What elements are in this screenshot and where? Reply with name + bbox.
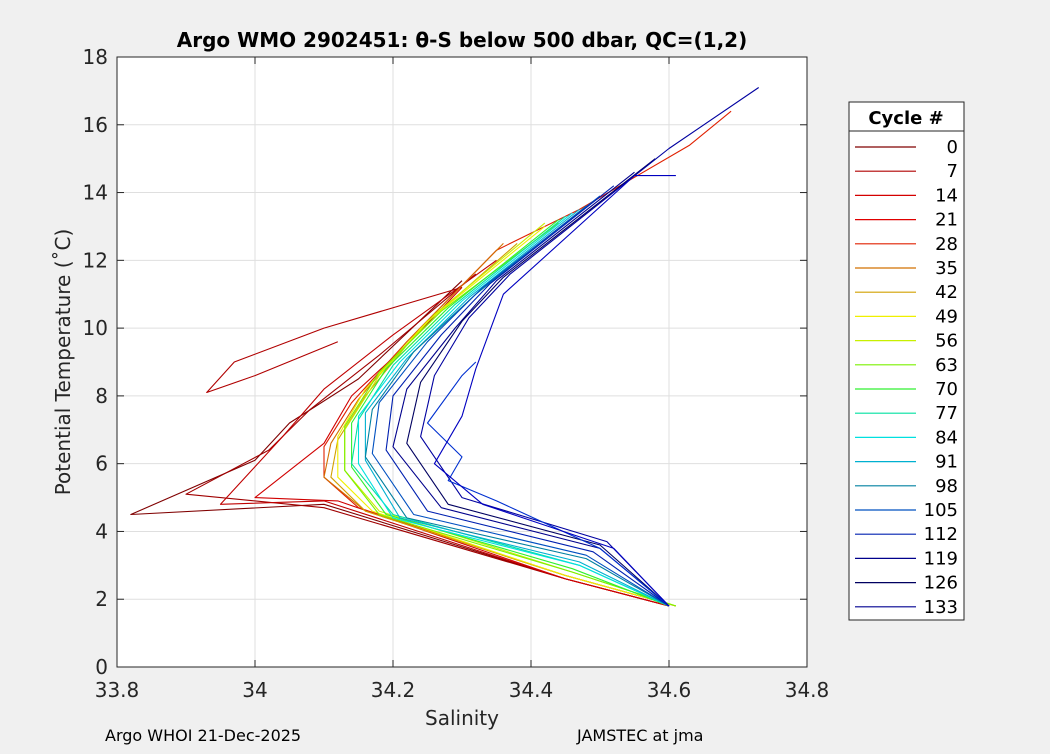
- legend-label: 63: [935, 355, 958, 376]
- legend-label: 105: [924, 500, 958, 521]
- profile-line: [219, 259, 670, 607]
- y-axis-ticks: 0 2 4 6 8 10 12 14 16 18: [83, 45, 807, 679]
- y-tick-label: 0: [95, 655, 108, 679]
- legend-entry: 7: [855, 161, 958, 182]
- profile-line: [357, 212, 670, 607]
- profile-line: [426, 361, 670, 607]
- legend-entry: 35: [855, 258, 958, 279]
- legend-label: 21: [935, 210, 958, 231]
- y-tick-label: 8: [95, 384, 108, 408]
- legend-title: Cycle #: [868, 108, 943, 129]
- legend-label: 35: [935, 258, 958, 279]
- y-tick-label: 4: [95, 519, 108, 543]
- y-tick-label: 10: [83, 316, 108, 340]
- x-tick-label: 34.6: [647, 678, 692, 702]
- legend-label: 70: [935, 379, 958, 400]
- profile-line: [371, 195, 670, 607]
- x-tick-label: 34.4: [509, 678, 554, 702]
- footer-credit: JAMSTEC at jma: [577, 726, 704, 745]
- profile-line: [206, 286, 463, 394]
- profile-line: [364, 209, 670, 607]
- profile-line: [185, 273, 670, 607]
- legend-label: 42: [935, 282, 958, 303]
- legend-label: 84: [935, 427, 958, 448]
- y-tick-label: 16: [83, 113, 108, 137]
- legend-label: 56: [935, 331, 958, 352]
- legend-label: 14: [935, 185, 958, 206]
- legend-entry: 119: [855, 548, 958, 569]
- profile-line: [344, 222, 677, 607]
- x-tick-label: 34.2: [371, 678, 416, 702]
- legend-entry: 91: [855, 452, 958, 473]
- legend-label: 28: [935, 234, 958, 255]
- series-layer: [130, 87, 760, 607]
- legend-entry: 28: [855, 234, 958, 255]
- legend-label: 0: [947, 137, 958, 158]
- x-axis-ticks: 33.8 34 34.2 34.4 34.6 34.8: [95, 57, 830, 702]
- legend: Cycle # 0 7 14 21 28 35 42 49 56 63 70 77 84 91 98 105 1…: [848, 101, 965, 621]
- y-tick-label: 6: [95, 452, 108, 476]
- plot-frame: [116, 56, 808, 668]
- legend-entry: 77: [855, 403, 958, 424]
- y-tick-label: 12: [83, 248, 108, 272]
- x-tick-label: 34: [242, 678, 267, 702]
- legend-entry: 105: [855, 500, 958, 521]
- y-tick-label: 14: [83, 181, 108, 205]
- legend-entry: 56: [855, 331, 958, 352]
- legend-label: 91: [935, 452, 958, 473]
- plot-area: [117, 57, 807, 667]
- chart-title: Argo WMO 2902451: θ-S below 500 dbar, QC…: [177, 28, 747, 52]
- legend-entry: 84: [855, 427, 958, 448]
- legend-entry: 21: [855, 210, 958, 231]
- legend-entry: 70: [855, 379, 958, 400]
- legend-label: 49: [935, 306, 958, 327]
- legend-entries: 0 7 14 21 28 35 42 49 56 63 70 77 84 91 98 105 112 119 126…: [855, 137, 958, 618]
- profile-line: [433, 175, 676, 607]
- profile-line: [392, 171, 670, 607]
- y-tick-label: 18: [83, 45, 108, 69]
- legend-entry: 112: [855, 524, 958, 545]
- legend-label: 77: [935, 403, 958, 424]
- legend-label: 7: [947, 161, 958, 182]
- profile-line: [351, 219, 670, 607]
- profile-line: [337, 225, 677, 607]
- x-tick-label: 34.8: [785, 678, 830, 702]
- legend-entry: 42: [855, 282, 958, 303]
- legend-label: 119: [924, 548, 958, 569]
- footer-source: Argo WHOI 21-Dec-2025: [105, 726, 302, 745]
- legend-label: 133: [924, 597, 958, 618]
- legend-label: 98: [935, 476, 958, 497]
- profile-line: [420, 87, 760, 607]
- y-axis-label: Potential Temperature (˚C): [51, 229, 75, 496]
- x-axis-label: Salinity: [425, 706, 499, 730]
- legend-label: 126: [924, 573, 958, 594]
- legend-entry: 133: [855, 597, 958, 618]
- legend-entry: 126: [855, 573, 958, 594]
- legend-label: 112: [924, 524, 958, 545]
- legend-entry: 14: [855, 185, 958, 206]
- profile-line: [385, 185, 670, 607]
- x-tick-label: 33.8: [95, 678, 140, 702]
- y-tick-label: 2: [95, 587, 108, 611]
- legend-entry: 0: [855, 137, 958, 158]
- legend-entry: 49: [855, 306, 958, 327]
- legend-entry: 63: [855, 355, 958, 376]
- legend-entry: 98: [855, 476, 958, 497]
- profile-line: [406, 158, 670, 607]
- profile-line: [323, 110, 732, 607]
